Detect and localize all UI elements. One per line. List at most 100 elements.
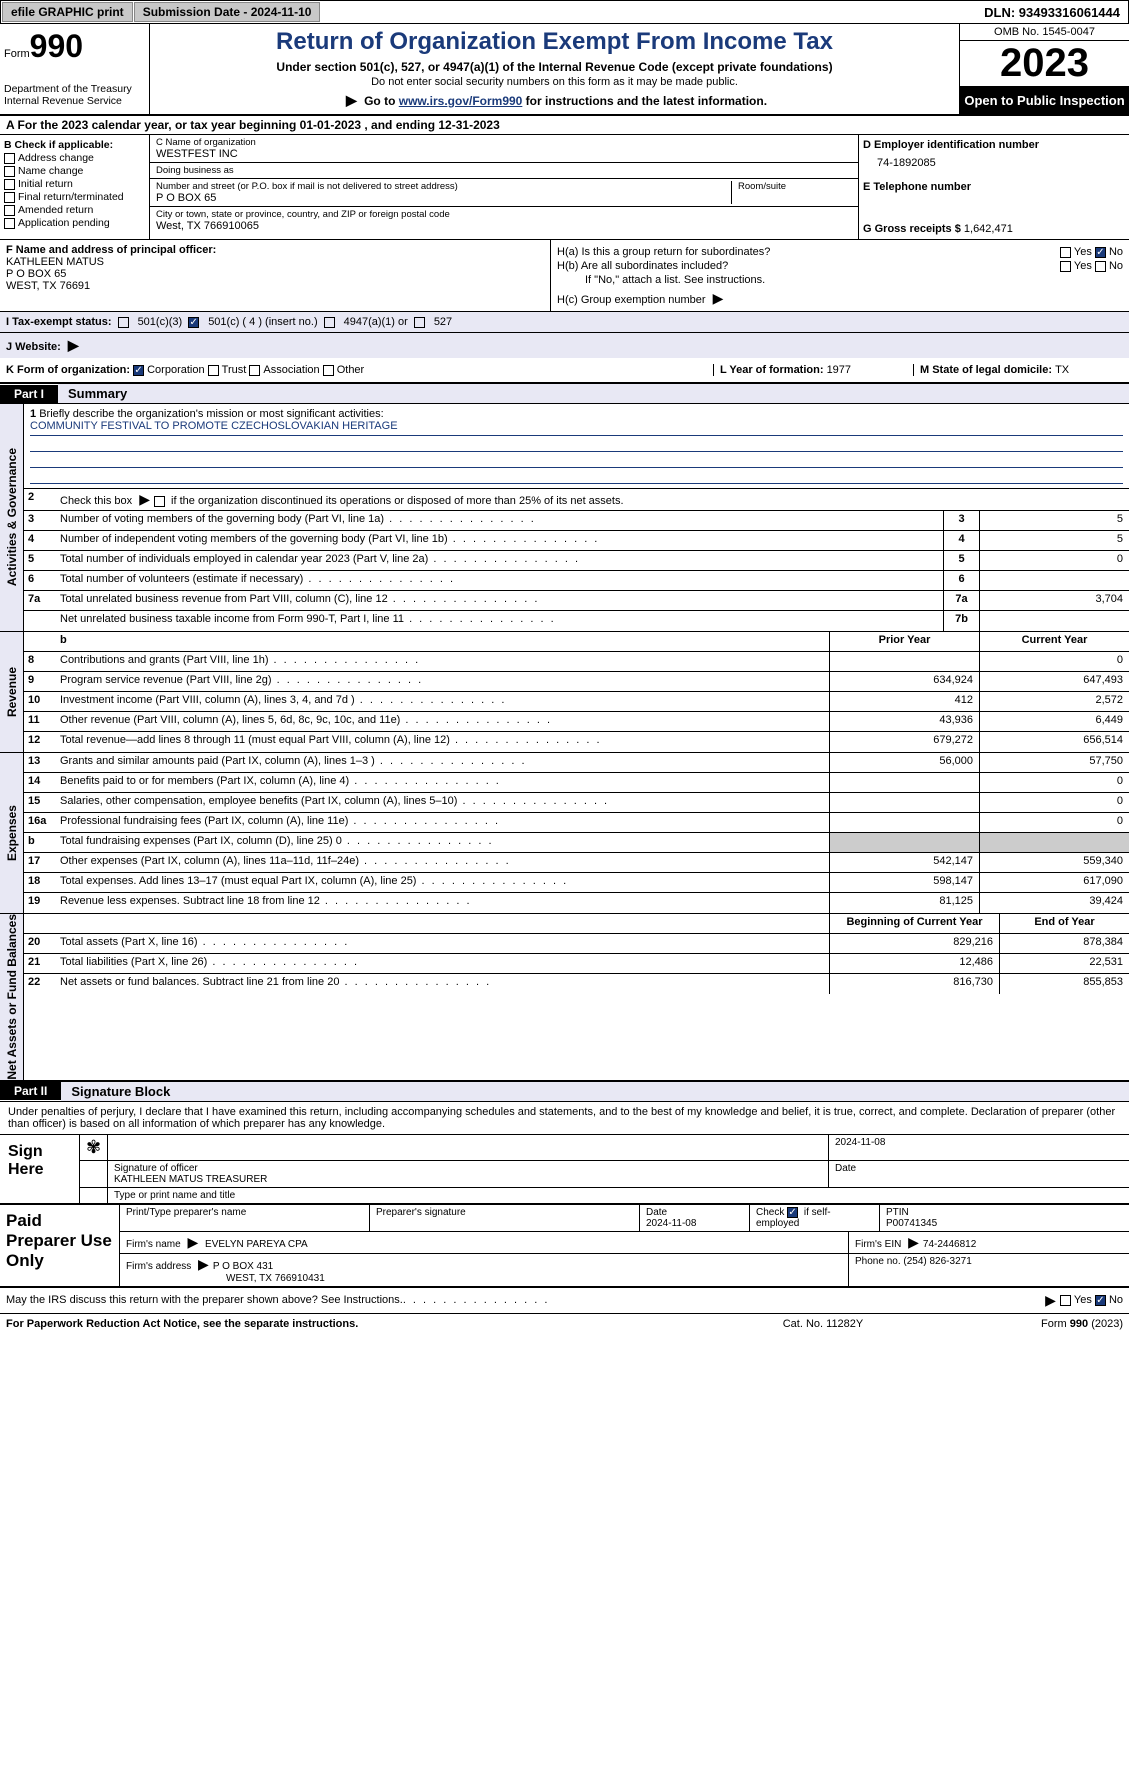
dln-label: DLN: 93493316061444 [976, 3, 1128, 22]
state-domicile: TX [1055, 364, 1069, 376]
cell-curr: 647,493 [979, 672, 1129, 691]
table-row: Program service revenue (Part VIII, line… [56, 672, 829, 691]
vtab-governance: Activities & Governance [0, 404, 24, 631]
cell-curr: 656,514 [979, 732, 1129, 752]
table-row: Total number of individuals employed in … [56, 551, 943, 570]
arrow-icon: ▶ [68, 337, 79, 353]
part2-header: Part II Signature Block [0, 1081, 1129, 1102]
cell-curr [979, 833, 1129, 852]
checkbox-initial-return[interactable] [4, 179, 15, 190]
pen-icon: ✾ [80, 1135, 108, 1160]
hdr-curr: Current Year [979, 632, 1129, 651]
cell-value: 5 [979, 531, 1129, 550]
table-row: Other revenue (Part VIII, column (A), li… [56, 712, 829, 731]
may-irs-yes[interactable] [1060, 1295, 1071, 1306]
part1-header: Part I Summary [0, 383, 1129, 404]
cb-4947[interactable] [324, 317, 335, 328]
type-name-label: Type or print name and title [108, 1188, 1129, 1203]
cb-corp[interactable] [133, 365, 144, 376]
hc-label: H(c) Group exemption number [557, 294, 709, 306]
cb-501c3[interactable] [118, 317, 129, 328]
tax-year-period: A For the 2023 calendar year, or tax yea… [0, 116, 1129, 134]
cell-curr: 0 [979, 793, 1129, 812]
officer-city: WEST, TX 76691 [6, 280, 544, 292]
section-b: B Check if applicable: Address change Na… [0, 135, 150, 239]
table-row: Other expenses (Part IX, column (A), lin… [56, 853, 829, 872]
cell-beg: 12,486 [829, 954, 999, 973]
cell-prior: 598,147 [829, 873, 979, 892]
hdr-beg: Beginning of Current Year [829, 914, 999, 933]
b-label: B Check if applicable: [4, 139, 145, 151]
efile-print-button[interactable]: efile GRAPHIC print [2, 2, 133, 22]
cell-beg: 829,216 [829, 934, 999, 953]
vtab-net: Net Assets or Fund Balances [0, 914, 24, 1080]
prep-date: 2024-11-08 [646, 1218, 696, 1229]
firm-ein: 74-2446812 [923, 1239, 976, 1250]
checkbox-amended[interactable] [4, 205, 15, 216]
cb-self-employed[interactable] [787, 1207, 798, 1218]
table-row: Net unrelated business taxable income fr… [56, 611, 943, 631]
omb-number: OMB No. 1545-0047 [960, 24, 1129, 41]
form-of-org: K Form of organization: Corporation Trus… [6, 364, 713, 376]
cell-curr: 6,449 [979, 712, 1129, 731]
irs-link[interactable]: www.irs.gov/Form990 [399, 94, 523, 108]
table-row: Total liabilities (Part X, line 26) [56, 954, 829, 973]
officer-sig-label: Signature of officer [114, 1163, 822, 1174]
cell-end: 22,531 [999, 954, 1129, 973]
gross-receipts-value: 1,642,471 [964, 223, 1013, 235]
officer-label: F Name and address of principal officer: [6, 244, 216, 256]
ha-yes[interactable] [1060, 247, 1071, 258]
table-row: Total revenue—add lines 8 through 11 (mu… [56, 732, 829, 752]
may-irs-no[interactable] [1095, 1295, 1106, 1306]
table-row: Net assets or fund balances. Subtract li… [56, 974, 829, 994]
ha-no[interactable] [1095, 247, 1106, 258]
open-inspection: Open to Public Inspection [960, 87, 1129, 114]
paid-preparer-label: Paid Preparer Use Only [0, 1205, 120, 1286]
cell-beg: 816,730 [829, 974, 999, 994]
mission-label: Briefly describe the organization's miss… [39, 408, 383, 420]
form-ssn-note: Do not enter social security numbers on … [158, 76, 951, 88]
mission-value: COMMUNITY FESTIVAL TO PROMOTE CZECHOSLOV… [30, 420, 1123, 436]
cell-prior [829, 773, 979, 792]
cb-trust[interactable] [208, 365, 219, 376]
firm-name: EVELYN PAREYA CPA [205, 1239, 308, 1250]
room-label: Room/suite [738, 181, 852, 192]
year-formation: 1977 [827, 364, 851, 376]
checkbox-final-return[interactable] [4, 192, 15, 203]
cell-end: 855,853 [999, 974, 1129, 994]
checkbox-name-change[interactable] [4, 166, 15, 177]
table-row: Total expenses. Add lines 13–17 (must eq… [56, 873, 829, 892]
cell-curr: 617,090 [979, 873, 1129, 892]
cb-527[interactable] [414, 317, 425, 328]
may-irs-text: May the IRS discuss this return with the… [6, 1294, 403, 1306]
cb-assoc[interactable] [249, 365, 260, 376]
ein-label: D Employer identification number [863, 139, 1125, 151]
vtab-expenses: Expenses [0, 753, 24, 913]
firm-city: WEST, TX 766910431 [126, 1273, 325, 1284]
org-name-label: C Name of organization [156, 137, 852, 148]
phone-label: E Telephone number [863, 181, 1125, 193]
hb-no[interactable] [1095, 261, 1106, 272]
table-row: Contributions and grants (Part VIII, lin… [56, 652, 829, 671]
paperwork-notice: For Paperwork Reduction Act Notice, see … [6, 1318, 723, 1330]
cell-prior: 56,000 [829, 753, 979, 772]
cell-prior: 542,147 [829, 853, 979, 872]
city-label: City or town, state or province, country… [156, 209, 852, 220]
form-subtitle: Under section 501(c), 527, or 4947(a)(1)… [158, 60, 951, 74]
firm-phone: (254) 826-3271 [903, 1256, 971, 1267]
cell-end: 878,384 [999, 934, 1129, 953]
cell-value: 0 [979, 551, 1129, 570]
officer-sig-name: KATHLEEN MATUS TREASURER [114, 1174, 822, 1185]
street-value: P O BOX 65 [156, 192, 725, 204]
cb-other[interactable] [323, 365, 334, 376]
hb-yes[interactable] [1060, 261, 1071, 272]
checkbox-address-change[interactable] [4, 153, 15, 164]
table-row: Revenue less expenses. Subtract line 18 … [56, 893, 829, 913]
sign-date: 2024-11-08 [829, 1135, 1129, 1160]
checkbox-app-pending[interactable] [4, 218, 15, 229]
cell-curr: 0 [979, 813, 1129, 832]
hdr-prior: Prior Year [829, 632, 979, 651]
cell-prior [829, 813, 979, 832]
cb-discontinued[interactable] [154, 496, 165, 507]
cb-501c[interactable] [188, 317, 199, 328]
